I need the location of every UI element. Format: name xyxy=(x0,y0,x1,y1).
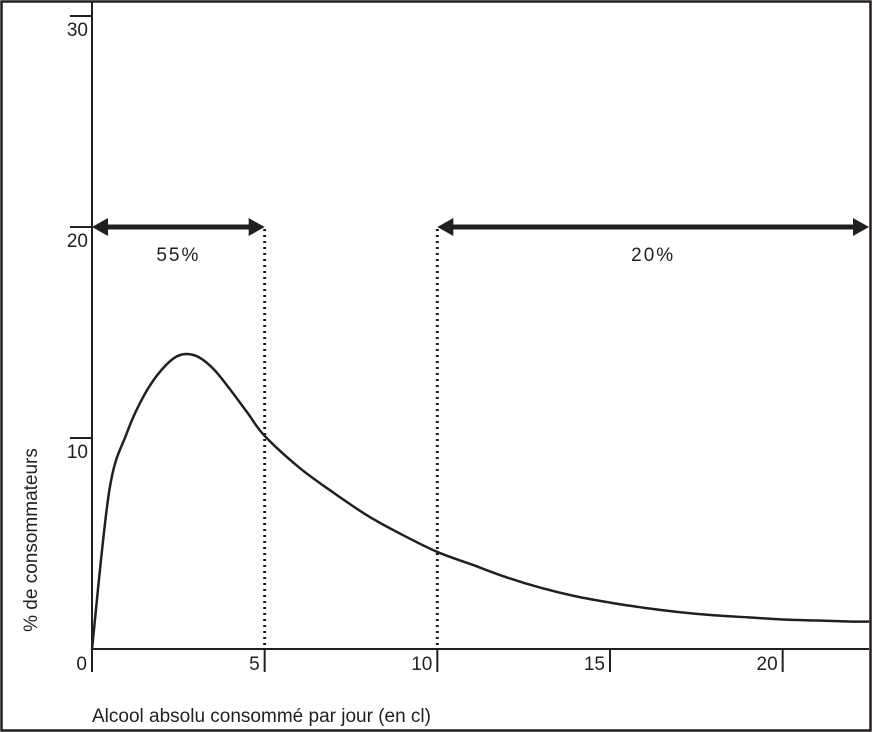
x-tick-label: 10 xyxy=(411,654,432,675)
arrow-left-head xyxy=(92,218,108,236)
distribution-curve xyxy=(90,352,870,650)
range-percent-label: 55% xyxy=(156,245,200,266)
x-tick-label: 5 xyxy=(249,654,260,675)
x-tick-label: 15 xyxy=(584,654,605,675)
arrow-right-head xyxy=(248,218,265,236)
x-axis-title: Alcool absolu consommé par jour (en cl) xyxy=(92,706,431,727)
y-tick-label: 20 xyxy=(67,231,88,252)
arrow-left-head xyxy=(437,218,454,236)
range-percent-label: 20% xyxy=(631,245,675,266)
y-tick-label: 10 xyxy=(67,442,88,463)
x-tick-label: 20 xyxy=(757,654,778,675)
x-tick-label: 0 xyxy=(76,654,87,675)
arrow-right-head xyxy=(853,218,869,236)
y-axis-title: % de consommateurs xyxy=(21,448,42,632)
y-tick-label: 30 xyxy=(67,20,88,41)
